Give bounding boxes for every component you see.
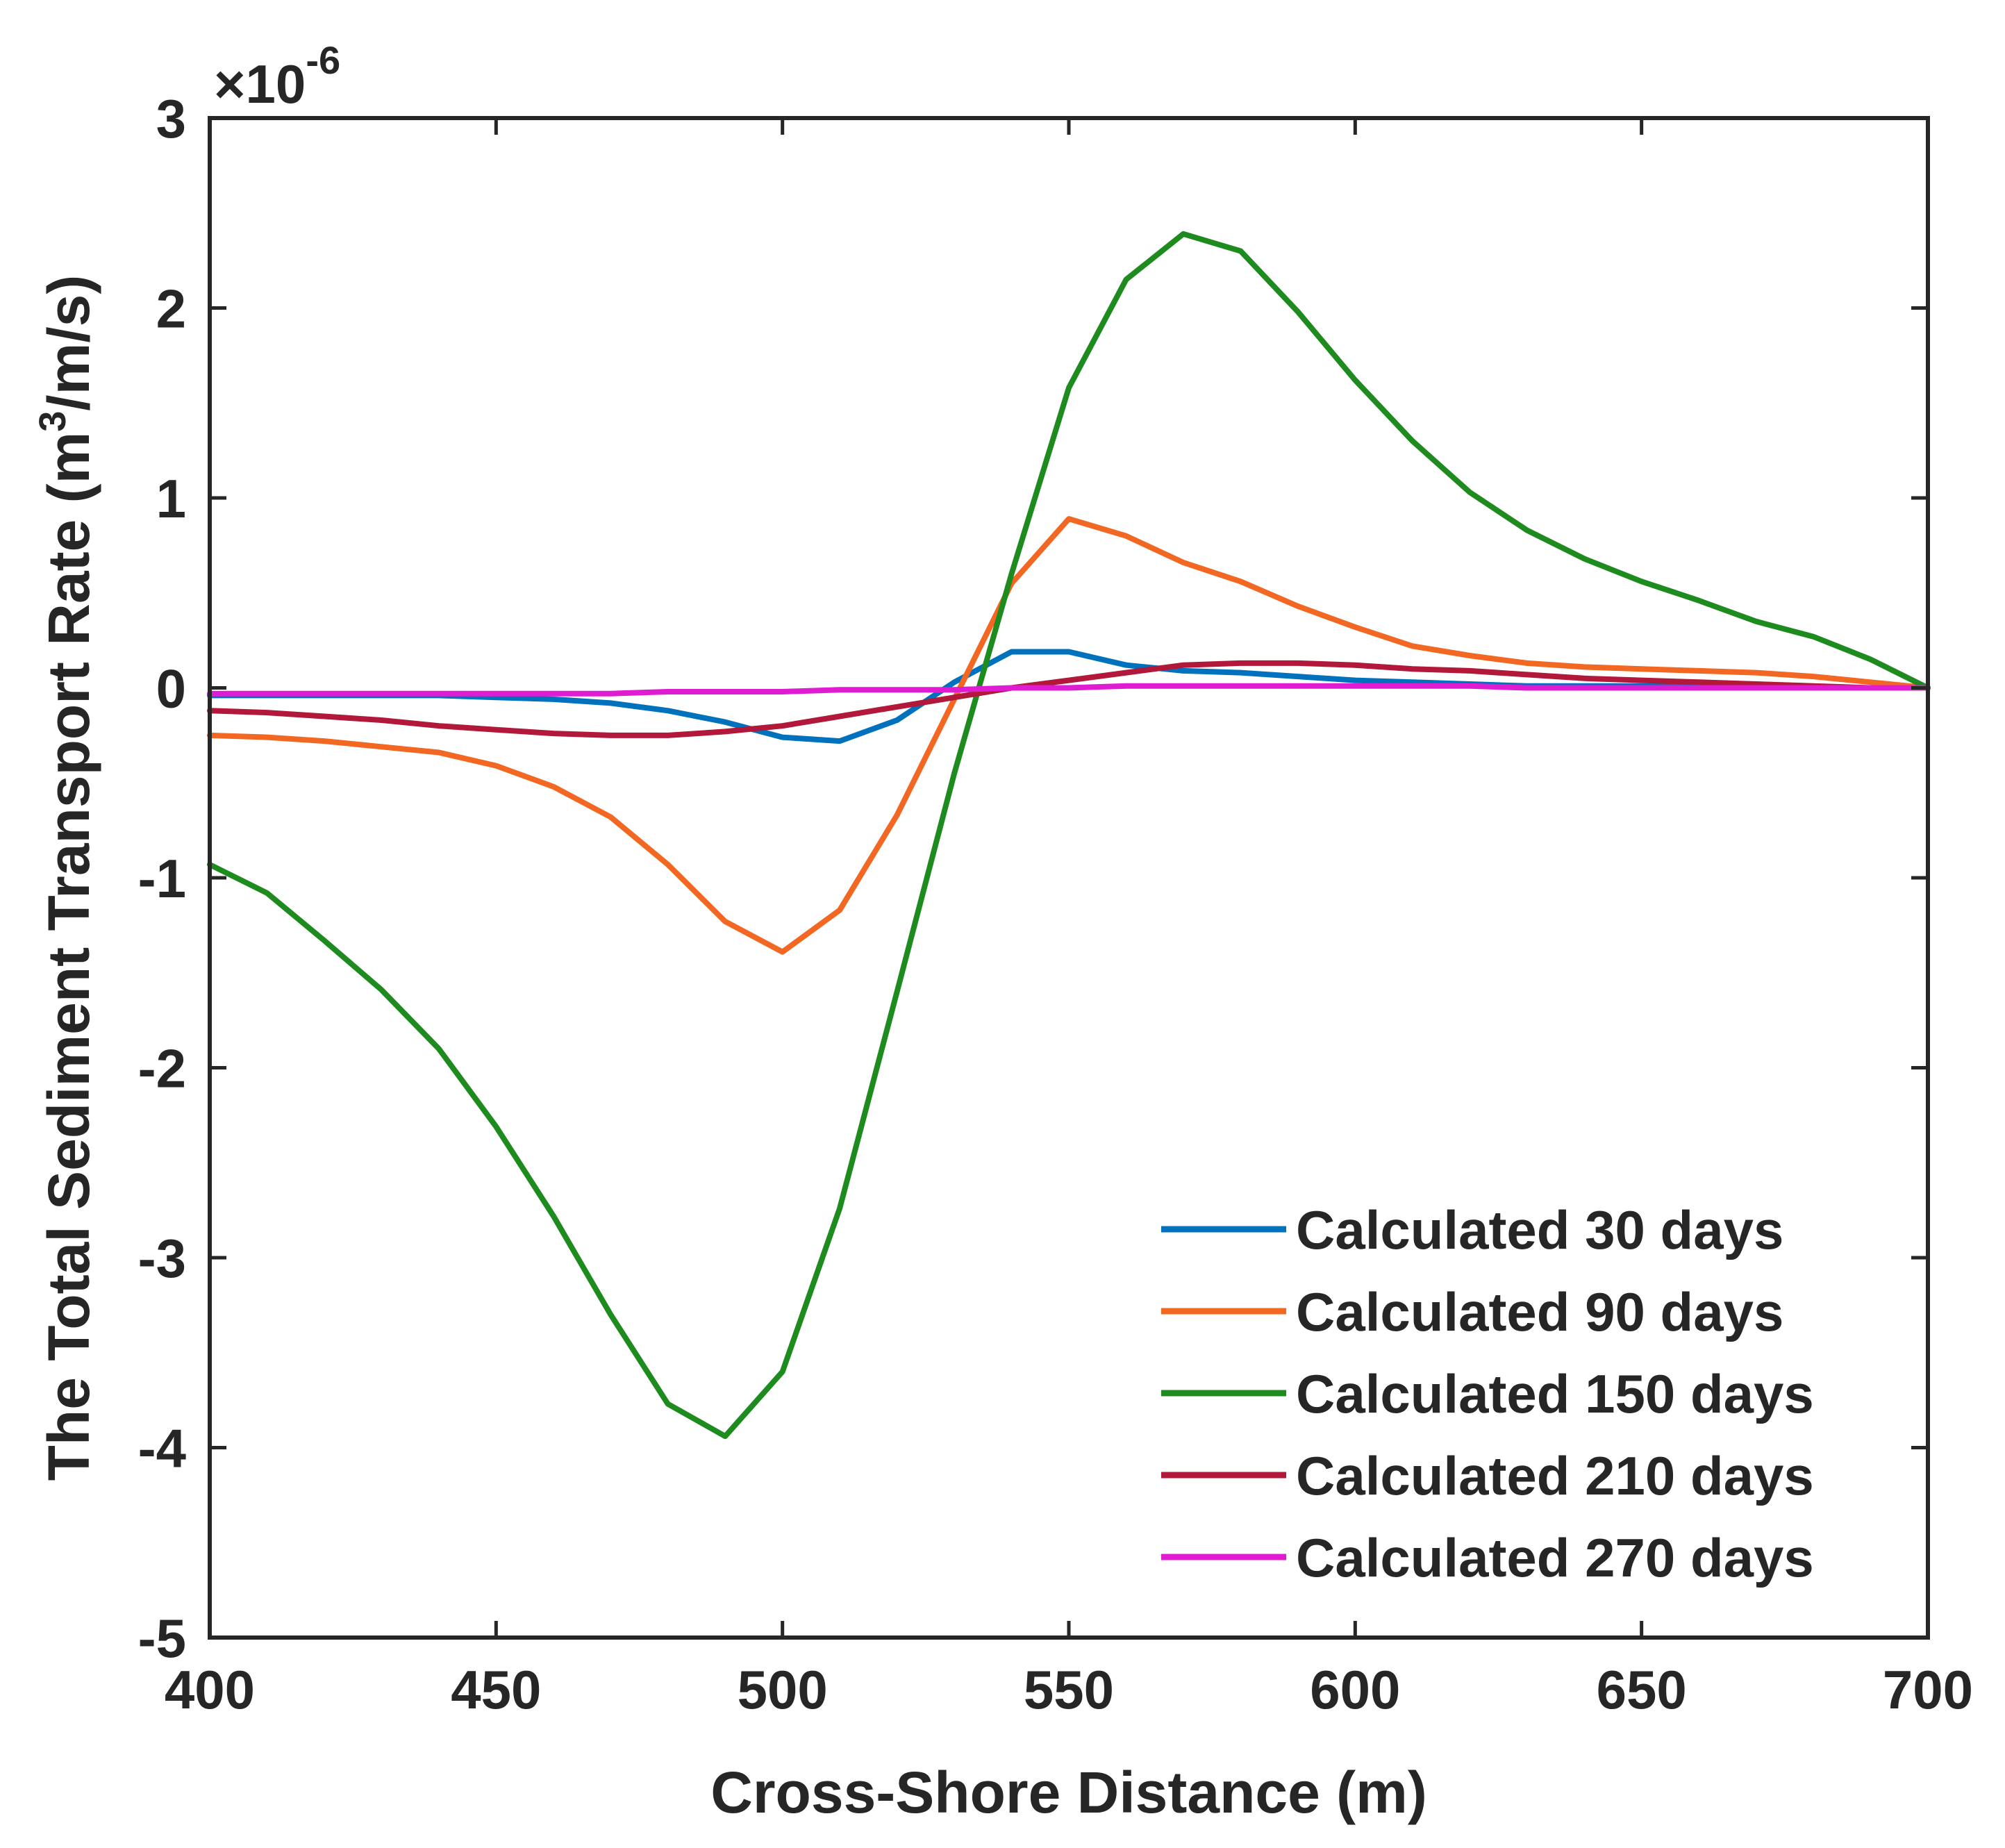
y-tick-label: -4 bbox=[138, 1418, 186, 1479]
axis-ticks bbox=[208, 116, 1930, 1640]
x-tick-label: 400 bbox=[165, 1659, 255, 1720]
y-tick-label: -3 bbox=[138, 1228, 186, 1289]
legend: Calculated 30 days Calculated 90 days Calc… bbox=[1161, 1199, 1814, 1588]
series-line-2 bbox=[207, 516, 1931, 955]
y-multiplier-exponent: -6 bbox=[306, 38, 340, 82]
series-line-4 bbox=[207, 660, 1931, 738]
x-tick-label: 550 bbox=[1024, 1659, 1114, 1720]
axis-tick-labels: 400 450 500 550 600 650 700 -5 -4 -3 -2 -1 0 1 2 3 bbox=[138, 88, 1973, 1720]
y-tick-label: -1 bbox=[138, 848, 186, 909]
y-tick-label: -2 bbox=[138, 1038, 186, 1099]
x-tick-label: 450 bbox=[451, 1659, 541, 1720]
x-tick-label: 600 bbox=[1310, 1659, 1400, 1720]
x-tick-label: 700 bbox=[1883, 1659, 1973, 1720]
series-line-5 bbox=[207, 683, 1931, 697]
y-tick-label: 3 bbox=[156, 88, 186, 149]
y-tick-label: -5 bbox=[138, 1608, 186, 1669]
y-axis-title-tail: /m/s) bbox=[36, 275, 101, 411]
y-axis-multiplier: ×10-6 bbox=[214, 38, 340, 115]
y-tick-label: 1 bbox=[156, 468, 186, 529]
legend-label-4: Calculated 210 days bbox=[1296, 1445, 1814, 1506]
series-line-3 bbox=[207, 231, 1931, 1440]
y-axis-title: The Total Sediment Transport Rate (m3/m/… bbox=[32, 275, 101, 1481]
legend-label-2: Calculated 90 days bbox=[1296, 1281, 1783, 1342]
y-axis-title-superscript: 3 bbox=[32, 411, 74, 432]
legend-label-3: Calculated 150 days bbox=[1296, 1363, 1814, 1424]
x-tick-label: 500 bbox=[738, 1659, 828, 1720]
y-axis-title-main: The Total Sediment Transport Rate (m bbox=[36, 432, 101, 1481]
series-layer bbox=[207, 231, 1931, 1440]
x-tick-label: 650 bbox=[1597, 1659, 1687, 1720]
y-multiplier-base: ×10 bbox=[214, 53, 306, 115]
legend-label-1: Calculated 30 days bbox=[1296, 1199, 1783, 1260]
y-tick-label: 2 bbox=[156, 278, 186, 340]
legend-label-5: Calculated 270 days bbox=[1296, 1527, 1814, 1588]
x-axis-title: Cross-Shore Distance (m) bbox=[710, 1760, 1427, 1825]
y-tick-label: 0 bbox=[156, 658, 186, 719]
